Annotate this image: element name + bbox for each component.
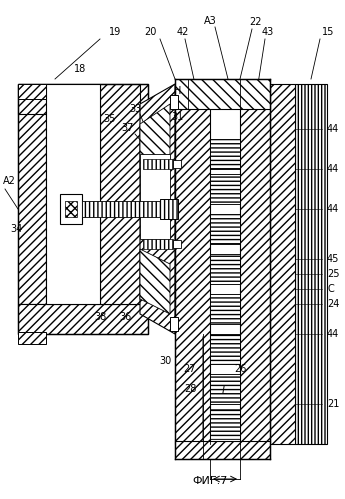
Text: L: L bbox=[221, 386, 227, 396]
Text: 37: 37 bbox=[122, 123, 134, 133]
Text: 44: 44 bbox=[327, 204, 339, 214]
Text: 42: 42 bbox=[177, 27, 189, 37]
Text: А2: А2 bbox=[3, 176, 16, 186]
Bar bbox=[210, 139, 240, 169]
Bar bbox=[46, 84, 100, 304]
Bar bbox=[210, 409, 240, 439]
Bar bbox=[60, 194, 82, 224]
Bar bbox=[170, 95, 178, 109]
Bar bbox=[173, 240, 181, 248]
Text: 33: 33 bbox=[129, 104, 141, 114]
Polygon shape bbox=[140, 249, 170, 314]
Bar bbox=[210, 214, 240, 244]
Bar bbox=[210, 254, 240, 284]
Bar bbox=[175, 84, 210, 444]
Bar bbox=[143, 159, 173, 169]
Text: 31: 31 bbox=[171, 112, 183, 122]
Text: 28: 28 bbox=[184, 384, 196, 394]
Text: 38: 38 bbox=[94, 312, 106, 322]
Text: 35: 35 bbox=[104, 114, 116, 124]
Text: А3: А3 bbox=[204, 16, 216, 26]
Text: 20: 20 bbox=[144, 27, 156, 37]
Bar bbox=[18, 304, 148, 334]
Bar bbox=[295, 84, 327, 444]
Bar bbox=[210, 334, 240, 364]
Bar bbox=[175, 441, 270, 459]
Polygon shape bbox=[140, 84, 175, 334]
Bar bbox=[100, 84, 140, 304]
Bar bbox=[140, 154, 170, 239]
Text: 43: 43 bbox=[262, 27, 274, 37]
Text: 25: 25 bbox=[327, 269, 339, 279]
Bar bbox=[18, 84, 148, 334]
Text: 21: 21 bbox=[327, 399, 339, 409]
Text: С: С bbox=[327, 284, 334, 294]
Polygon shape bbox=[140, 104, 170, 169]
Text: 44: 44 bbox=[327, 329, 339, 339]
Text: 19: 19 bbox=[109, 27, 121, 37]
Bar bbox=[18, 84, 148, 114]
Text: 18: 18 bbox=[74, 64, 86, 74]
Bar bbox=[170, 317, 178, 331]
Bar bbox=[160, 199, 178, 219]
Bar bbox=[210, 174, 240, 204]
Bar bbox=[173, 160, 181, 168]
Bar bbox=[210, 374, 240, 404]
Bar bbox=[175, 79, 270, 109]
Text: H: H bbox=[174, 86, 182, 96]
Bar bbox=[18, 84, 46, 99]
Bar bbox=[210, 294, 240, 324]
Text: 24: 24 bbox=[327, 299, 339, 309]
Text: 45: 45 bbox=[327, 254, 339, 264]
Bar bbox=[18, 332, 46, 344]
Text: 27: 27 bbox=[184, 364, 196, 374]
Bar bbox=[143, 239, 173, 249]
Text: 34: 34 bbox=[10, 224, 22, 234]
Bar bbox=[18, 84, 46, 304]
Bar bbox=[240, 84, 270, 444]
Text: 30: 30 bbox=[159, 356, 171, 366]
Text: 44: 44 bbox=[327, 164, 339, 174]
Text: 26: 26 bbox=[234, 364, 246, 374]
Text: 36: 36 bbox=[119, 312, 131, 322]
Bar bbox=[65, 201, 77, 217]
Text: 15: 15 bbox=[322, 27, 334, 37]
Text: 22: 22 bbox=[249, 17, 261, 27]
Text: ФИГ.7: ФИГ.7 bbox=[192, 476, 228, 486]
Bar bbox=[270, 84, 295, 444]
Bar bbox=[82, 201, 170, 217]
Text: 44: 44 bbox=[327, 124, 339, 134]
